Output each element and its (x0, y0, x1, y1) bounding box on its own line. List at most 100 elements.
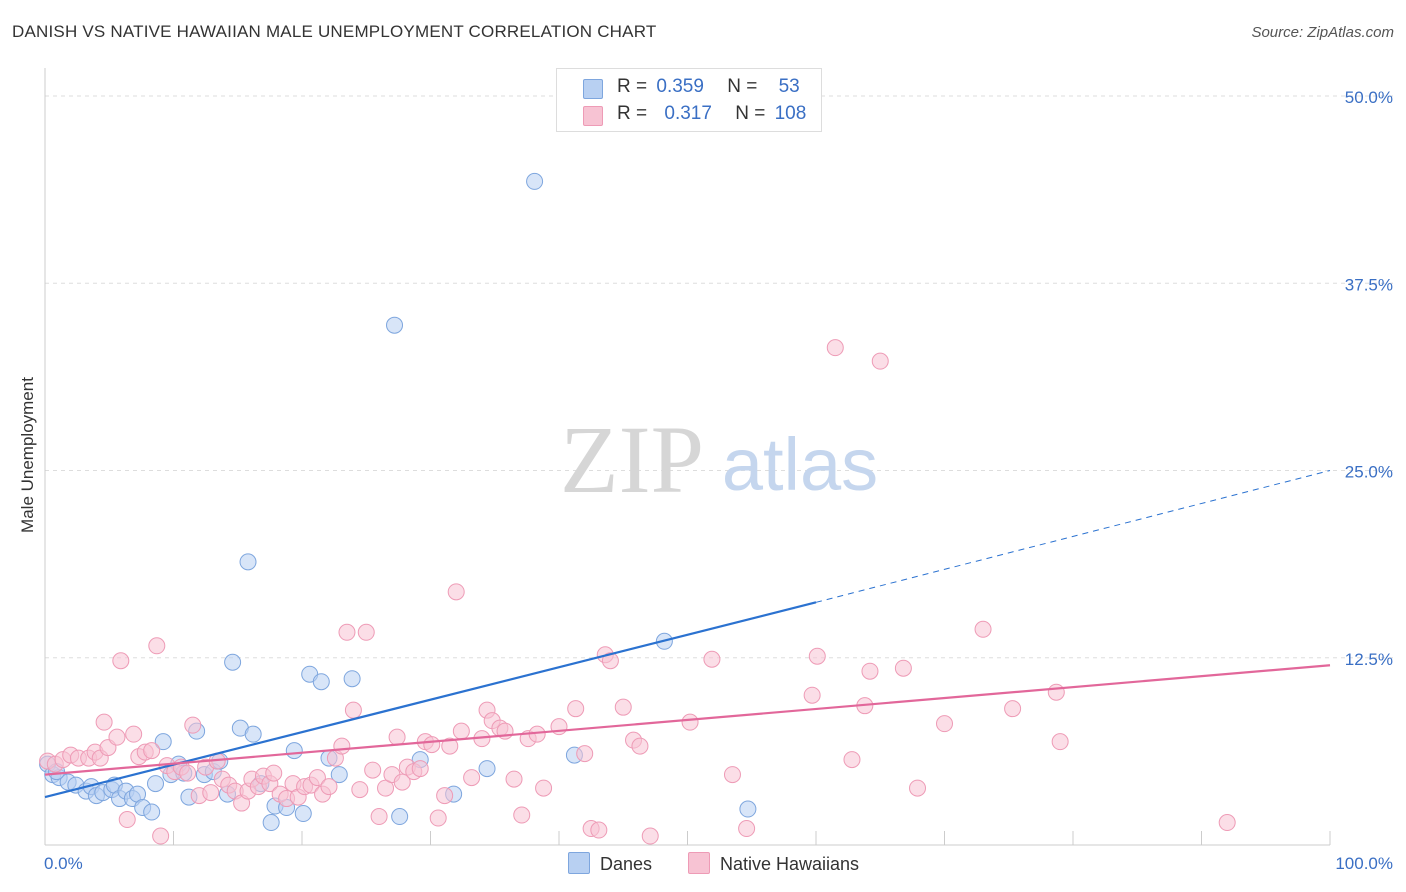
hawaiians-point (974, 620, 992, 638)
hawaiians-point (333, 737, 351, 755)
hawaiians-point (1218, 814, 1236, 832)
bottom-legend-danes: Danes (568, 852, 652, 875)
danes-swatch (583, 79, 603, 99)
danes-point (739, 800, 757, 818)
hawaiians-point (936, 715, 953, 733)
hawaiians-n-value: 108 (774, 103, 807, 124)
hawaiians-point (423, 736, 441, 754)
hawaiians-point (535, 779, 553, 797)
r-label: R = (617, 76, 648, 97)
hawaiians-point (909, 779, 927, 797)
hawaiians-point (265, 764, 283, 782)
n-label: N = (727, 76, 758, 97)
y-tick-label: 12.5% (1345, 650, 1393, 669)
hawaiians-point (861, 662, 879, 680)
hawaiians-point (843, 751, 861, 769)
hawaiians-point (148, 637, 166, 655)
hawaiians-point (112, 652, 130, 670)
legend-stats: R = 0.359 N = 53 R = 0.317 N = 108 (556, 68, 822, 132)
hawaiians-point (803, 686, 821, 704)
hawaiians-point (143, 742, 161, 760)
danes-n-value: 53 (778, 76, 800, 97)
source-label: Source: ZipAtlas.com (1251, 24, 1394, 41)
hawaiians-point (681, 713, 699, 731)
watermark-atlas: atlas (722, 423, 878, 506)
trend-lines (44, 470, 1331, 799)
danes-point (285, 742, 303, 760)
hawaiians-point (95, 713, 113, 731)
hawaiians-point (808, 647, 826, 665)
danes-point (330, 766, 348, 784)
danes-point (391, 808, 409, 826)
danes-r-value: 0.359 (656, 76, 704, 97)
hawaiians-point (308, 769, 326, 787)
danes-trend-extrapolation (815, 470, 1331, 603)
danes-point (526, 172, 544, 190)
danes-trend-line (44, 601, 817, 799)
hawaiians-point (723, 766, 741, 784)
danes-point (154, 733, 172, 751)
danes-point (224, 653, 242, 671)
hawaiians-point (320, 778, 338, 796)
danes-legend-label: Danes (600, 854, 653, 874)
watermark: ZIP atlas (560, 406, 878, 513)
axes (44, 68, 1331, 846)
hawaiians-point (429, 809, 447, 827)
hawaiians-point (826, 339, 844, 357)
hawaiians-point (441, 737, 459, 755)
hawaiians-point (505, 770, 523, 788)
hawaiians-point (393, 773, 411, 791)
danes-point (143, 803, 161, 821)
hawaiians-point (338, 623, 356, 641)
danes-point (239, 553, 257, 571)
hawaiians-legend-swatch (688, 852, 710, 874)
hawaiians-point (871, 352, 889, 370)
grid-lines (45, 95, 1395, 659)
hawaiians-point (601, 652, 619, 670)
hawaiians-legend-label: Native Hawaiians (720, 854, 860, 874)
hawaiians-point (357, 623, 375, 641)
danes-point (386, 316, 404, 334)
hawaiians-point (641, 827, 659, 845)
chart-title: DANISH VS NATIVE HAWAIIAN MALE UNEMPLOYM… (12, 22, 657, 41)
bottom-legend-hawaiians: Native Hawaiians (688, 852, 859, 875)
hawaiians-point (447, 583, 465, 601)
danes-point (478, 760, 496, 778)
y-tick-label: 25.0% (1345, 463, 1393, 482)
hawaiians-point (1051, 733, 1069, 751)
hawaiians-point (364, 761, 382, 779)
hawaiians-swatch (583, 106, 603, 126)
hawaiians-point (184, 716, 202, 734)
hawaiians-point (894, 659, 912, 677)
y-tick-label: 50.0% (1345, 88, 1393, 107)
hawaiians-point (703, 650, 721, 668)
watermark-zip: ZIP (560, 406, 704, 513)
hawaiians-point (388, 728, 406, 746)
hawaiians-point (1004, 700, 1022, 718)
tick-labels: 12.5% 25.0% 37.5% 50.0% 0.0% 100.0% (44, 88, 1393, 873)
n-label: N = (735, 103, 766, 124)
danes-point (262, 814, 280, 832)
hawaiians-point (202, 784, 220, 802)
hawaiians-point (590, 821, 608, 839)
hawaiians-point (631, 737, 649, 755)
danes-point (343, 670, 361, 688)
hawaiians-point (152, 827, 170, 845)
x-tick-label: 100.0% (1335, 854, 1393, 873)
hawaiians-point (1047, 683, 1065, 701)
hawaiians-trend-line (44, 664, 1331, 776)
hawaiians-point (118, 811, 136, 829)
hawaiians-point (614, 698, 632, 716)
danes-point (244, 725, 262, 743)
hawaiians-point (125, 725, 143, 743)
hawaiians-point (179, 764, 197, 782)
danes-legend-swatch (568, 852, 590, 874)
hawaiians-point (108, 728, 126, 746)
hawaiians-point (351, 781, 369, 799)
y-axis-label: Male Unemployment (18, 377, 37, 533)
r-label: R = (617, 103, 648, 124)
hawaiians-point (738, 820, 756, 838)
x-tick-label: 0.0% (44, 854, 83, 873)
hawaiians-point (344, 701, 362, 719)
